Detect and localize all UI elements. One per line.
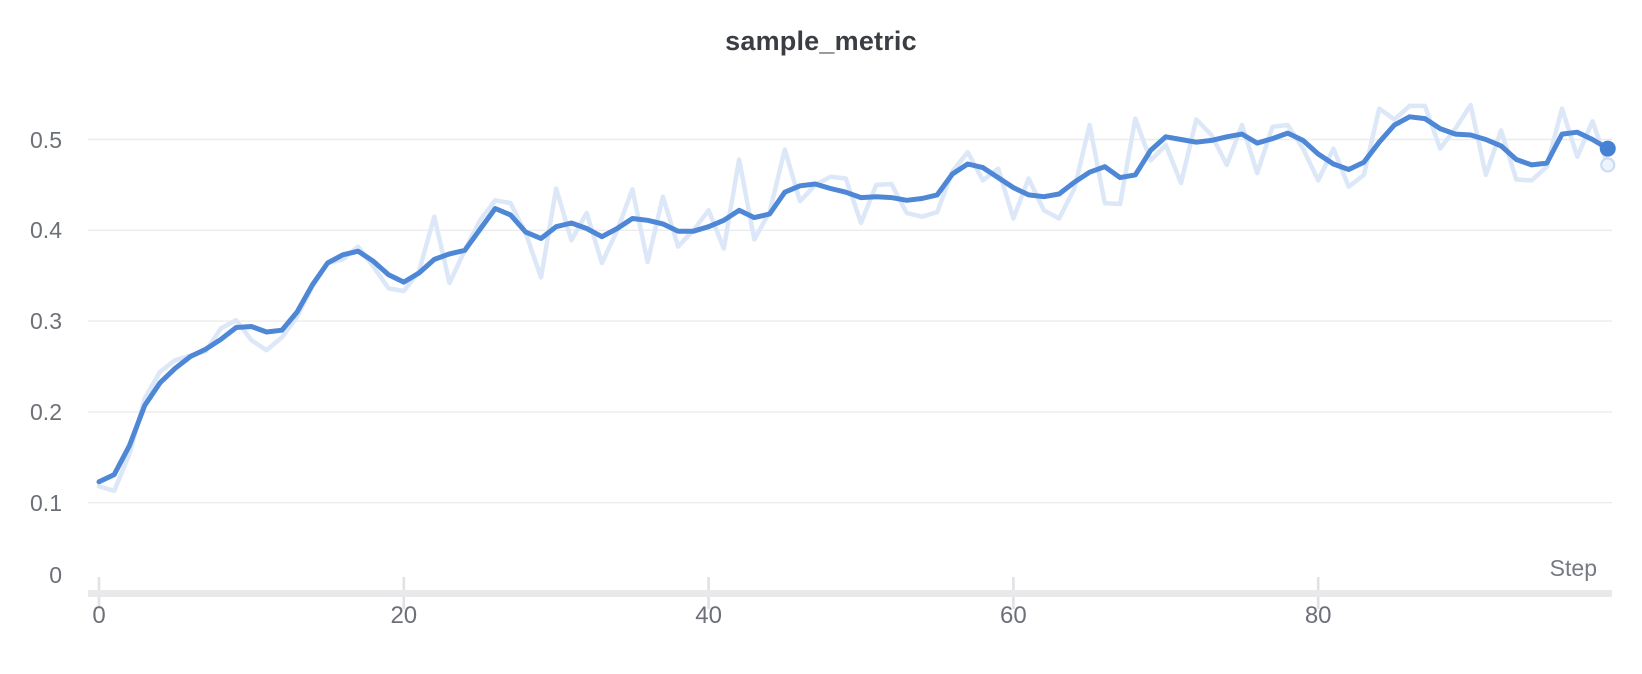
y-tick-label: 0.3: [30, 308, 62, 335]
y-tick-label: 0.2: [30, 398, 62, 425]
raw-end-marker: [1600, 157, 1616, 173]
x-axis-line: [88, 590, 1612, 597]
y-tick-label: 0.4: [30, 217, 62, 244]
chart-title: sample_metric: [725, 26, 917, 56]
y-tick-label: 0.1: [30, 489, 62, 516]
y-tick-label: 0.5: [30, 126, 62, 153]
smoothed-series-line: [96, 114, 1611, 485]
y-tick-label: 0: [49, 562, 62, 588]
smoothed-end-marker: [1599, 140, 1616, 157]
x-axis-title: Step: [1549, 555, 1597, 581]
raw-series-line: [96, 102, 1611, 494]
x-tick-label: 0: [92, 602, 106, 629]
x-tick-label: 80: [1304, 602, 1332, 629]
x-tick-label: 20: [390, 602, 418, 629]
x-tick-label: 60: [1000, 602, 1027, 629]
x-tick-label: 40: [695, 602, 722, 629]
